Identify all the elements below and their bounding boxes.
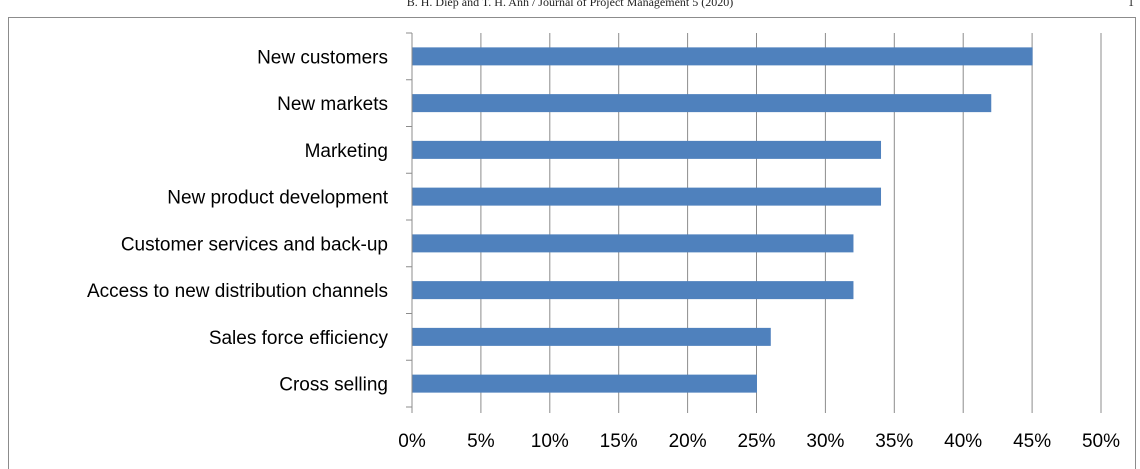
x-tick-label: 40%	[944, 431, 982, 452]
bar	[412, 281, 854, 300]
x-tick-label: 25%	[737, 431, 775, 452]
chart-frame	[8, 17, 1136, 469]
x-tick-label: 50%	[1082, 431, 1120, 452]
x-tick-label: 10%	[531, 431, 569, 452]
x-tick-label: 0%	[398, 431, 426, 452]
x-tick-label: 35%	[875, 431, 913, 452]
x-tick-label: 5%	[467, 431, 495, 452]
page-header: B. H. Diep and T. H. Anh / Journal of Pr…	[0, 0, 1140, 14]
bar	[412, 47, 1033, 66]
category-label: Access to new distribution channels	[87, 281, 388, 302]
bar	[412, 94, 992, 113]
axes	[406, 32, 1102, 413]
x-tick-label: 20%	[669, 431, 707, 452]
category-label: New customers	[257, 47, 388, 68]
category-label: Sales force efficiency	[209, 328, 389, 349]
bar	[412, 327, 771, 346]
labels: 0% 5% 10% 15% 20% 25% 30% 35% 40% 45% 50% New custo…	[87, 47, 1120, 452]
category-label: Cross selling	[279, 375, 388, 396]
category-label: Marketing	[305, 141, 388, 162]
x-tick-label: 15%	[600, 431, 638, 452]
bar	[412, 187, 882, 206]
x-tick-label: 45%	[1013, 431, 1051, 452]
page-number: 1	[1128, 0, 1134, 9]
category-label: Customer services and back-up	[121, 234, 388, 255]
bar	[412, 140, 882, 159]
category-label: New markets	[277, 94, 388, 115]
category-label: New product development	[167, 188, 388, 209]
bar	[412, 374, 757, 393]
x-tick-label: 30%	[806, 431, 844, 452]
journal-citation: B. H. Diep and T. H. Anh / Journal of Pr…	[406, 0, 734, 9]
bars	[412, 47, 1033, 393]
gridlines	[480, 33, 1102, 407]
bar	[412, 234, 854, 253]
